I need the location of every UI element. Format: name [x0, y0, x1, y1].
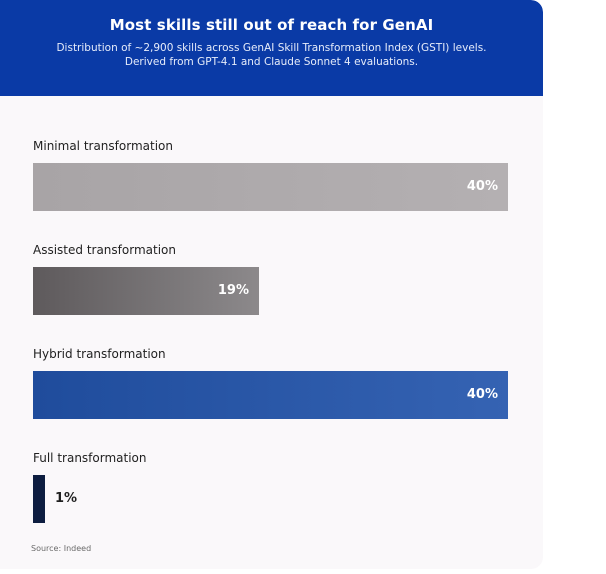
chart-header: Most skills still out of reach for GenAI… — [0, 0, 543, 96]
chart-card: Most skills still out of reach for GenAI… — [0, 0, 543, 569]
bar-minimal-transformation — [33, 163, 508, 211]
value-label-minimal-transformation: 40% — [466, 179, 498, 194]
bar-hybrid-transformation — [33, 371, 508, 419]
bar-full-transformation — [33, 475, 45, 523]
bar-assisted-transformation — [33, 267, 259, 315]
category-label-minimal-transformation: Minimal transformation — [33, 139, 173, 153]
category-label-full-transformation: Full transformation — [33, 451, 147, 465]
chart-subtitle: Distribution of ~2,900 skills across Gen… — [0, 41, 543, 69]
value-label-assisted-transformation: 19% — [217, 283, 249, 298]
value-label-hybrid-transformation: 40% — [466, 387, 498, 402]
value-label-full-transformation: 1% — [55, 491, 78, 506]
chart-title: Most skills still out of reach for GenAI — [109, 16, 434, 34]
category-label-assisted-transformation: Assisted transformation — [33, 243, 176, 257]
chart-subtitle-line-2: Derived from GPT-4.1 and Claude Sonnet 4… — [124, 56, 419, 68]
category-label-hybrid-transformation: Hybrid transformation — [33, 347, 166, 361]
source-note: Source: Indeed — [31, 544, 92, 553]
chart-subtitle-line-1: Distribution of ~2,900 skills across Gen… — [56, 42, 487, 54]
bar-chart: Minimal transformation 40% Assisted transf… — [0, 96, 543, 569]
